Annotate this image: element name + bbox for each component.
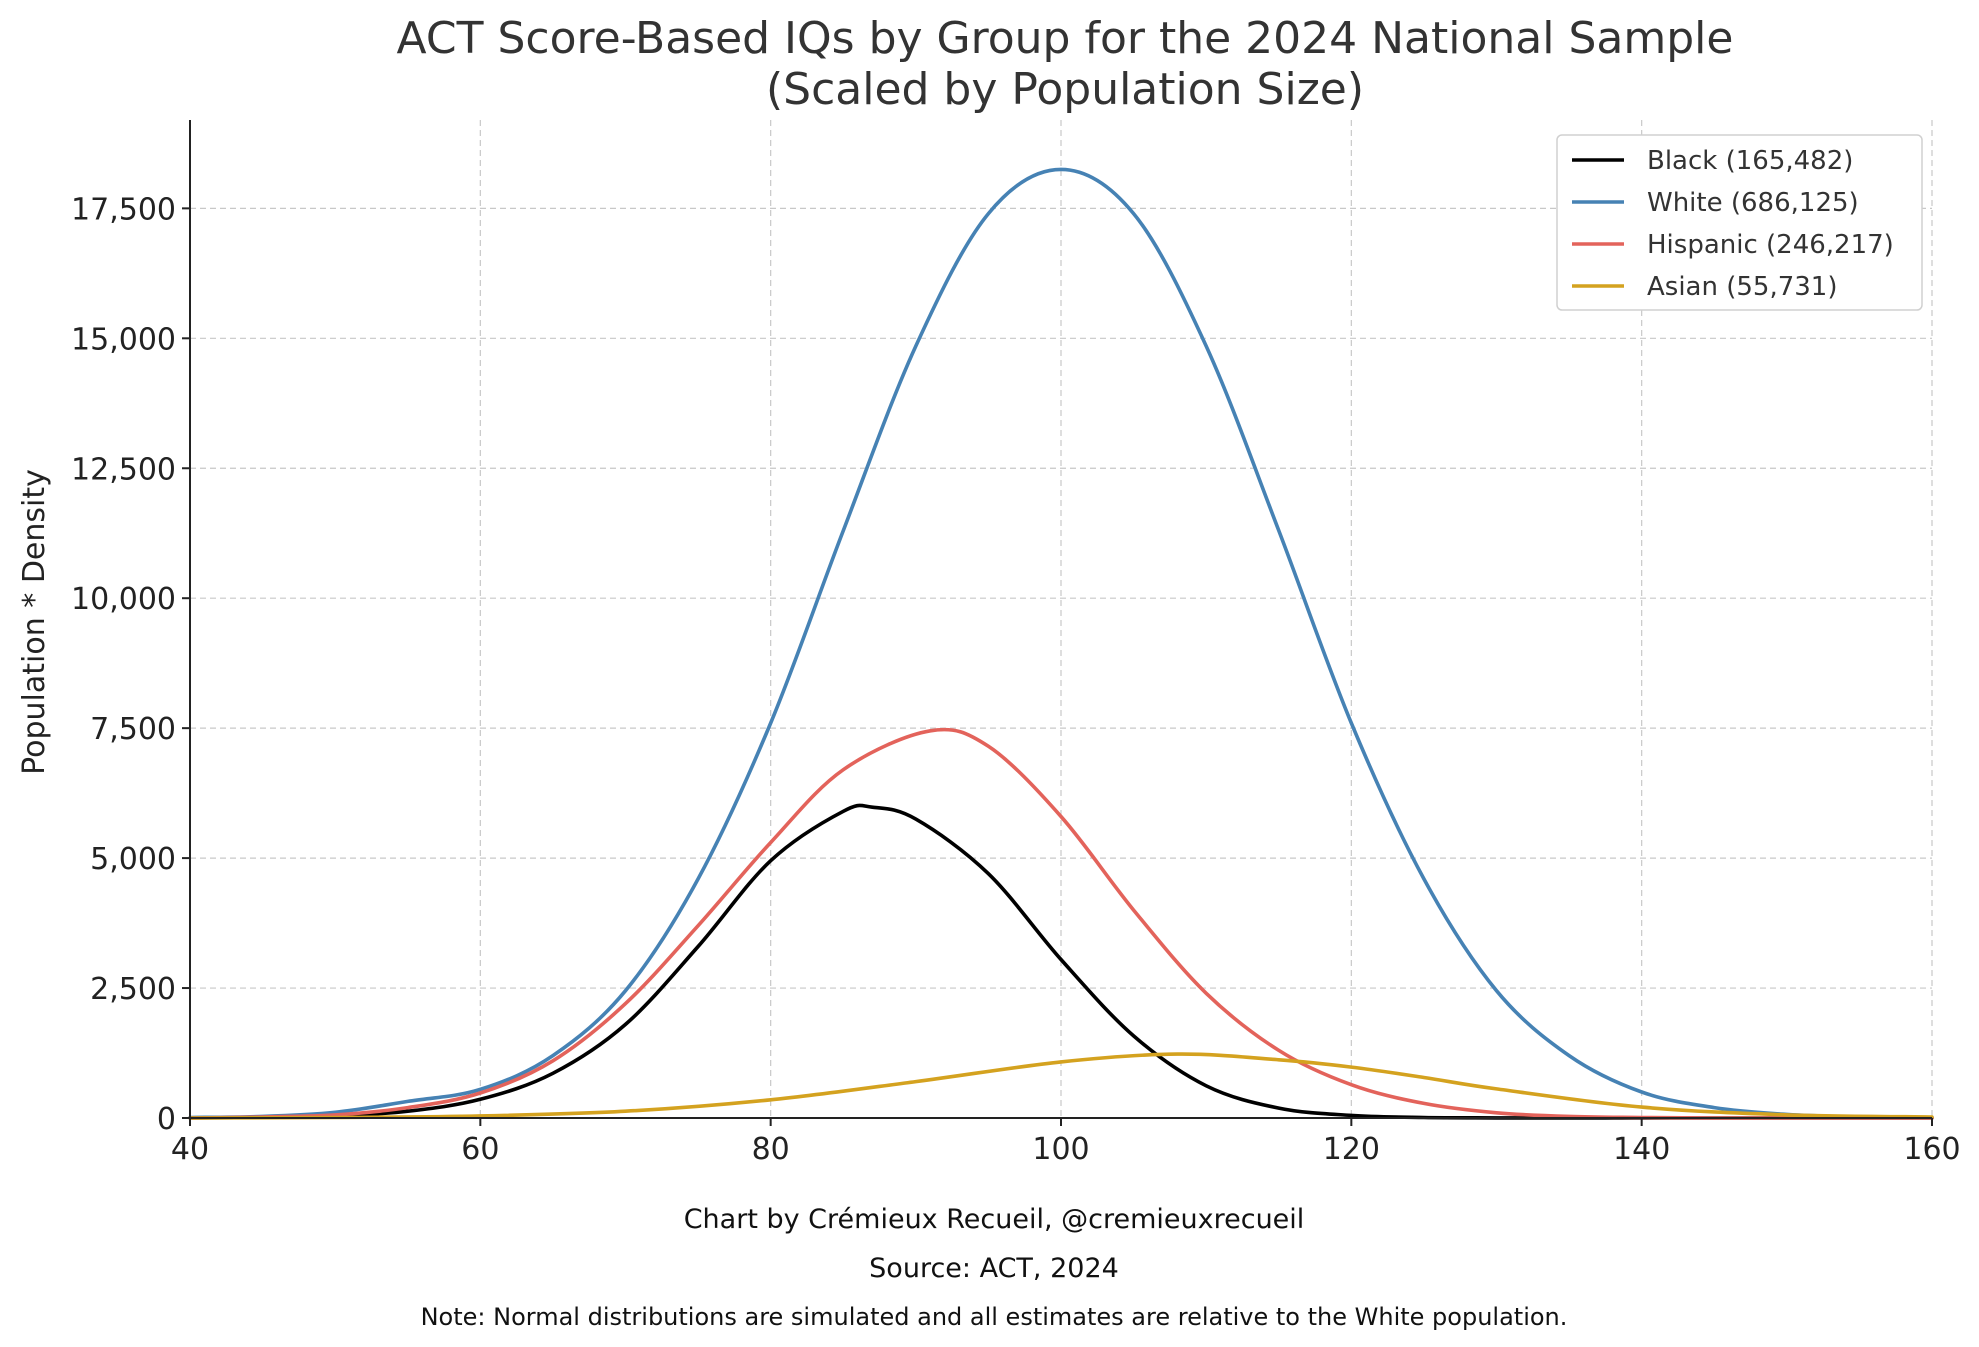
y-tick-label: 12,500 — [71, 452, 176, 487]
x-tick-label: 100 — [1032, 1132, 1089, 1167]
y-tick-label: 5,000 — [90, 842, 176, 877]
x-tick-label: 40 — [171, 1132, 209, 1167]
chart-source: Source: ACT, 2024 — [869, 1253, 1119, 1284]
y-tick-label: 17,500 — [71, 192, 176, 227]
y-axis: 0 2,500 5,000 7,500 10,000 12,500 15,000 17,500 — [71, 192, 190, 1137]
x-tick-label: 120 — [1323, 1132, 1380, 1167]
grid — [190, 120, 1933, 1118]
y-axis-label: Population * Density — [17, 469, 52, 775]
x-tick-label: 140 — [1613, 1132, 1670, 1167]
y-tick-label: 15,000 — [71, 322, 176, 357]
chart-title: ACT Score-Based IQs by Group for the 202… — [397, 13, 1734, 64]
y-tick-label: 2,500 — [90, 972, 176, 1007]
legend-entry: Hispanic (246,217) — [1647, 230, 1894, 260]
series-line-asian — [188, 1052, 1934, 1120]
x-axis: 40 60 80 100 120 140 160 — [171, 1118, 1961, 1167]
y-tick-label: 10,000 — [71, 582, 176, 617]
legend: Black (165,482) White (686,125) Hispanic (… — [1556, 134, 1923, 311]
series-line-white — [188, 167, 1934, 1120]
x-tick-label: 60 — [461, 1132, 499, 1167]
legend-entry: Asian (55,731) — [1647, 272, 1838, 302]
y-tick-label: 0 — [157, 1102, 176, 1137]
chart-subtitle: (Scaled by Population Size) — [766, 64, 1364, 115]
legend-entry: White (686,125) — [1647, 188, 1859, 218]
x-tick-label: 160 — [1903, 1132, 1960, 1167]
chart-credit: Chart by Crémieux Recueil, @cremieuxrecu… — [684, 1204, 1305, 1235]
legend-box — [1556, 134, 1923, 311]
x-tick-label: 80 — [752, 1132, 790, 1167]
legend-entry: Black (165,482) — [1647, 146, 1853, 176]
y-tick-label: 7,500 — [90, 712, 176, 747]
chart-note: Note: Normal distributions are simulated… — [421, 1303, 1568, 1331]
